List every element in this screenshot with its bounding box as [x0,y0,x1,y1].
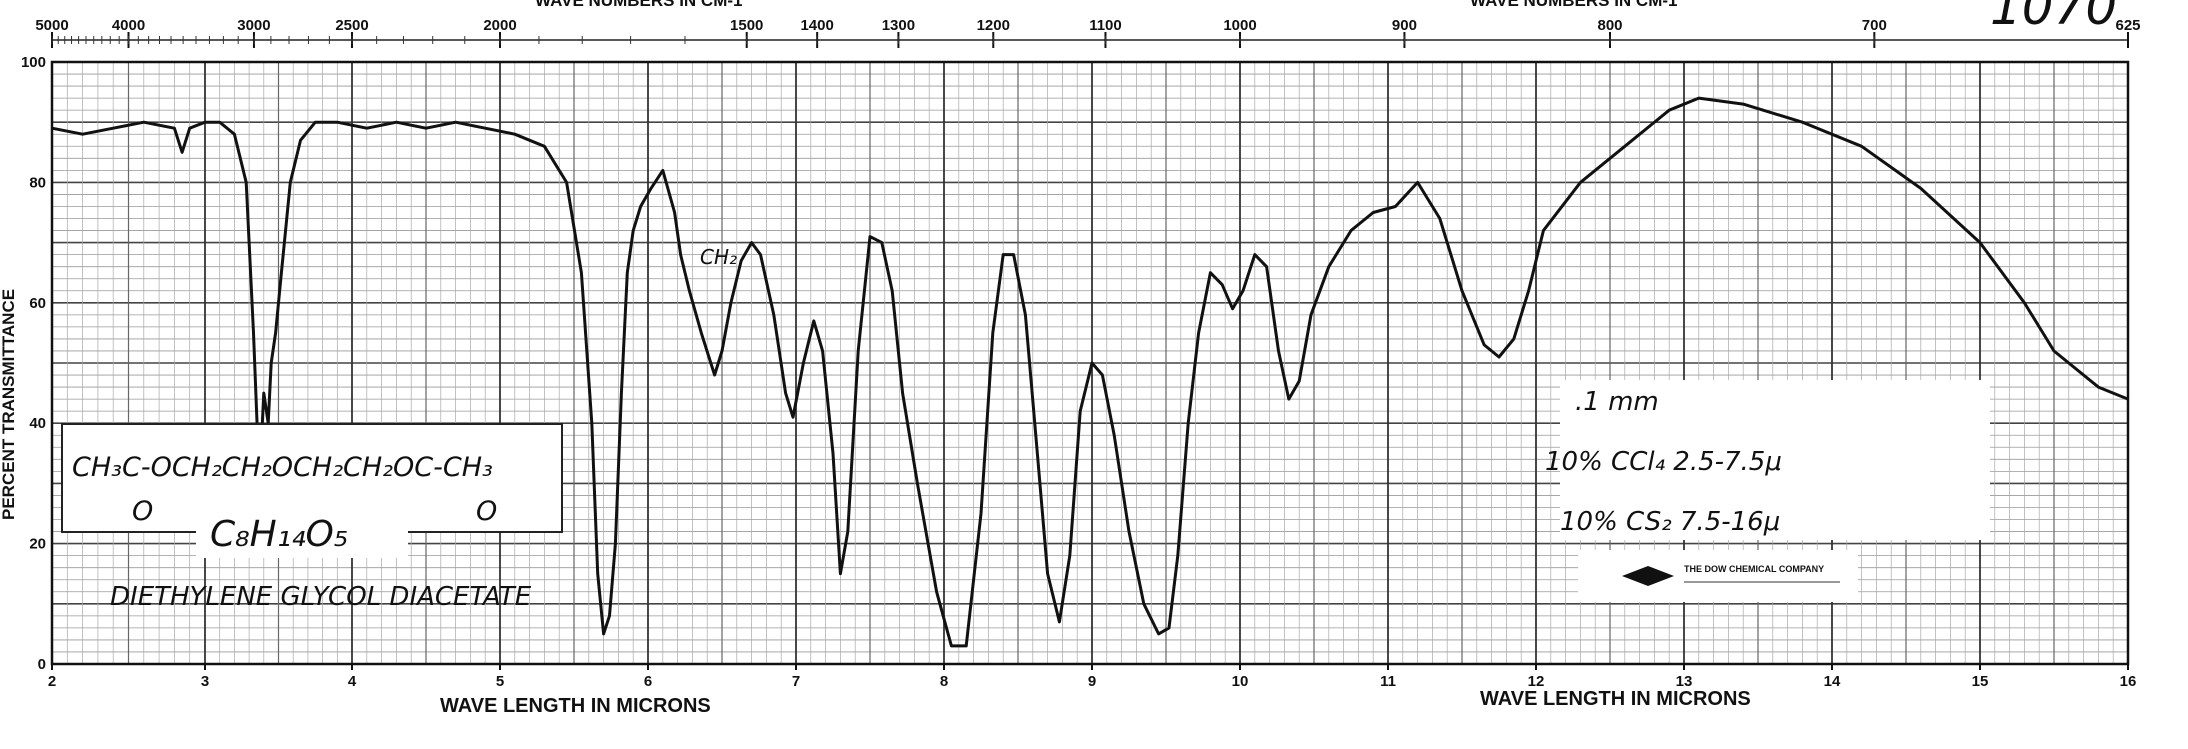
spectrum-trace-group [51,96,2129,648]
x-tick-label: 8 [940,673,948,690]
top-tick-label: 2500 [335,17,368,34]
y-axis-label: PERCENT TRANSMITTANCE [0,289,18,520]
top-axis-label-right: WAVE NUMBERS IN CM-1 [1470,0,1677,10]
company-label: THE DOW CHEMICAL COMPANY [1684,564,1824,574]
plot-border [50,60,2130,666]
y-tick-label: 0 [38,656,46,673]
formula-oxygen-right: O [476,496,497,527]
x-tick-label: 9 [1088,673,1096,690]
x-axis-label-left: WAVE LENGTH IN MICRONS [440,695,711,717]
x-tick-label: 15 [1972,673,1989,690]
top-tick-label: 1500 [730,17,763,34]
wavenumber-axis: 5000 4000 3000 2500 2000 1500 1400 1300 1200 1100… [35,17,2141,48]
top-tick-label: 1000 [1223,17,1256,34]
top-tick-label: 3000 [237,17,270,34]
x-axis-label-right: WAVE LENGTH IN MICRONS [1480,688,1751,710]
spectrum-trace [51,96,2129,648]
y-tick-label: 100 [21,54,46,71]
cell-thickness: .1 mm [1575,387,1659,417]
wavelength-axis: 2 3 4 5 6 7 8 9 10 11 12 13 14 15 16 [48,664,2137,690]
top-tick-label: 1400 [800,17,833,34]
y-tick-label: 40 [29,415,46,432]
top-tick-label: 1300 [882,17,915,34]
transmittance-axis: 0 20 40 60 80 100 [21,54,46,673]
y-tick-label: 60 [29,295,46,312]
compound-name: DIETHYLENE GLYCOL DIACETATE [110,582,532,612]
company-label-box [1578,550,1858,602]
x-tick-label: 13 [1676,673,1693,690]
x-tick-label: 14 [1824,673,1841,690]
x-tick-label: 12 [1528,673,1545,690]
top-tick-label: 5000 [35,17,68,34]
x-tick-label: 7 [792,673,800,690]
x-tick-label: 3 [201,673,209,690]
molecular-formula: C₈H₁₄O₅ [210,514,348,555]
x-tick-label: 16 [2120,673,2137,690]
dow-diamond-logo [1622,566,1674,586]
molecular-formula-box [196,500,408,558]
solvent-condition-2: 10% CS₂ 7.5-16μ [1560,507,1780,537]
top-axis-label: WAVE NUMBERS IN CM-1 [535,0,742,10]
x-tick-label: 4 [348,673,357,690]
top-tick-label: 625 [2115,17,2140,34]
band-label: CH₂ [700,245,737,269]
y-tick-label: 20 [29,536,46,553]
solvent-condition-1: 10% CCl₄ 2.5-7.5μ [1545,447,1782,477]
y-tick-label: 80 [29,174,46,191]
chart-number: 1070 [1990,0,2117,36]
top-tick-label: 800 [1597,17,1622,34]
structural-formula: CH₃C-OCH₂CH₂OCH₂CH₂OC-CH₃ [72,452,493,483]
x-tick-label: 2 [48,673,56,690]
top-tick-label: 1200 [977,17,1010,34]
top-tick-label: 4000 [112,17,145,34]
conditions-box [1560,380,1990,540]
x-tick-label: 6 [644,673,652,690]
x-tick-label: 5 [496,673,504,690]
x-tick-label: 11 [1380,673,1396,690]
top-tick-label: 700 [1862,17,1887,34]
plot-frame [50,60,2130,666]
top-tick-label: 2000 [483,17,516,34]
top-tick-label: 1100 [1089,17,1122,34]
top-tick-label: 900 [1392,17,1417,34]
x-tick-label: 10 [1232,673,1249,690]
formula-oxygen-left: O [132,496,153,527]
